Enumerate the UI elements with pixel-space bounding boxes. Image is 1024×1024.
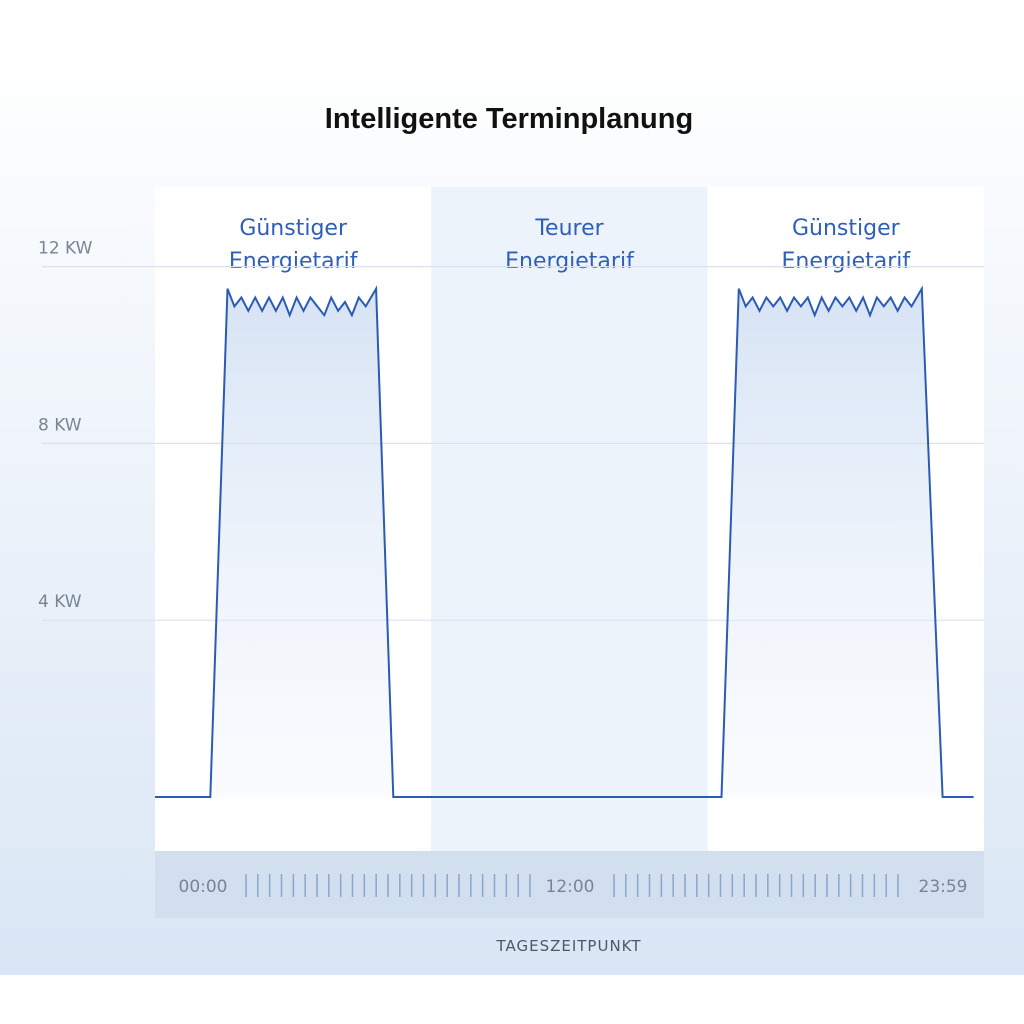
zone-label-line1-2: Teurer	[534, 216, 604, 241]
zone-label-line2-1: Energietarif	[229, 249, 359, 274]
x-tick-label-3: 23:59	[919, 877, 968, 897]
x-axis-label: TAGESZEITPUNKT	[495, 937, 641, 955]
zone-label-line1-3: Günstiger	[792, 216, 901, 241]
y-tick-label-12: 12 KW	[38, 239, 93, 259]
timeline-ticks	[245, 874, 899, 897]
tariff-zone-2	[431, 187, 708, 851]
x-tick-label-2: 12:00	[546, 877, 595, 897]
x-tick-label-1: 00:00	[179, 877, 228, 897]
y-axis-tick-labels: 4 KW 8 KW 12 KW	[38, 239, 93, 613]
zone-label-line2-2: Energietarif	[505, 249, 635, 274]
y-tick-label-8: 8 KW	[38, 415, 82, 435]
y-tick-label-4: 4 KW	[38, 592, 82, 612]
zone-label-line1-1: Günstiger	[239, 216, 348, 241]
power-series	[155, 285, 974, 798]
power-line	[155, 285, 974, 798]
power-area-fill	[155, 288, 974, 797]
x-axis-tick-labels: 00:00 12:00 23:59	[179, 877, 968, 897]
tariff-zone-labels: Günstiger Energietarif Teurer Energietarif G…	[229, 216, 912, 274]
chart-title: Intelligente Terminplanung	[325, 103, 693, 135]
zone-label-line2-3: Energietarif	[781, 249, 911, 274]
